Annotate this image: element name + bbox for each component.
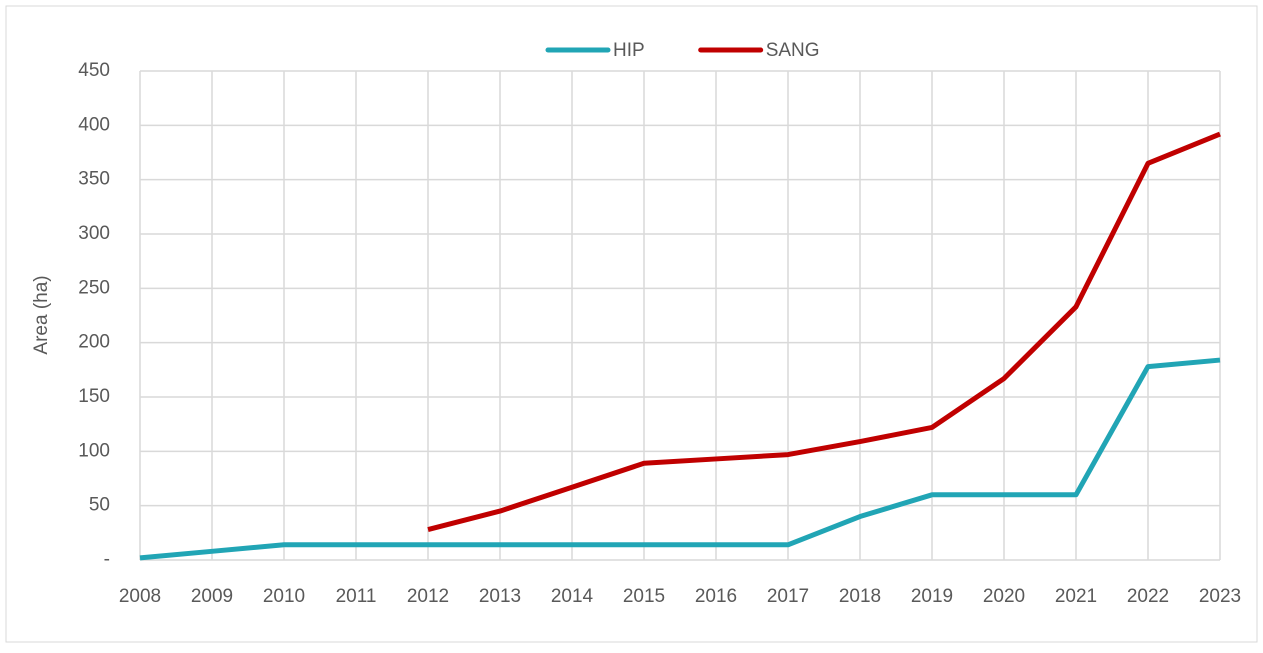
y-tick-label: - — [104, 549, 110, 570]
series-line — [427, 131, 1221, 532]
x-tick-label: 2019 — [911, 586, 953, 607]
chart-border — [5, 5, 1258, 643]
y-tick-label: 400 — [78, 114, 110, 135]
x-tick-label: 2010 — [263, 586, 305, 607]
x-tick-label: 2011 — [336, 586, 377, 607]
x-tick-label: 2008 — [119, 586, 161, 607]
y-tick-label: 200 — [78, 332, 110, 353]
y-tick-label: 350 — [78, 169, 110, 190]
x-tick-label: 2009 — [191, 586, 233, 607]
x-tick-label: 2017 — [767, 586, 809, 607]
x-tick-label: 2022 — [1127, 586, 1169, 607]
x-tick-label: 2013 — [479, 586, 521, 607]
y-tick-label: 300 — [78, 223, 110, 244]
x-tick-label: 2016 — [695, 586, 737, 607]
series-line — [139, 357, 1221, 561]
x-tick-label: 2015 — [623, 586, 665, 607]
x-tick-label: 2020 — [983, 586, 1025, 607]
y-tick-label: 100 — [78, 440, 110, 461]
x-tick-label: 2021 — [1055, 586, 1097, 607]
x-tick-label: 2018 — [839, 586, 881, 607]
x-tick-label: 2023 — [1199, 586, 1241, 607]
y-axis-label: Area (ha) — [31, 275, 52, 354]
x-tick-label: 2014 — [551, 586, 594, 607]
y-tick-label: 150 — [78, 386, 110, 407]
legend-label: SANG — [766, 40, 820, 61]
y-tick-label: 250 — [78, 277, 110, 298]
y-tick-label: 50 — [89, 495, 110, 516]
legend-label: HIP — [613, 40, 645, 61]
x-tick-label: 2012 — [407, 586, 449, 607]
y-tick-label: 450 — [78, 60, 110, 81]
